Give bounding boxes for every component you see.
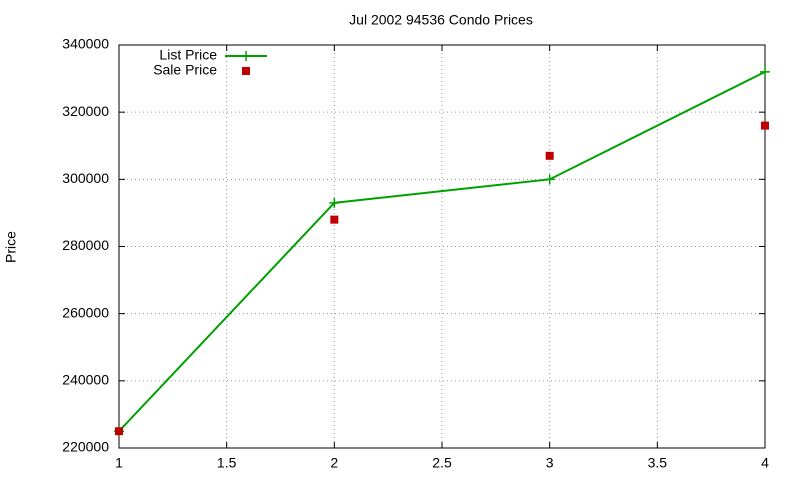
legend-swatch	[241, 51, 251, 61]
y-tick-label: 220000	[62, 439, 109, 455]
data-point	[545, 151, 554, 160]
y-tick-label: 300000	[62, 170, 109, 186]
data-point	[115, 427, 123, 436]
data-point	[761, 121, 769, 130]
legend-label: List Price	[159, 47, 217, 63]
x-tick-label: 3	[546, 455, 554, 471]
x-tick-label: 2.5	[432, 455, 452, 471]
legend-swatch	[242, 67, 250, 75]
x-tick-label: 1.5	[217, 455, 237, 471]
y-tick-label: 260000	[62, 304, 109, 320]
data-point	[329, 197, 340, 208]
y-axis-label: Price	[3, 231, 19, 263]
x-tick-label: 4	[761, 455, 769, 471]
y-tick-label: 340000	[62, 36, 109, 52]
x-tick-label: 2	[330, 455, 338, 471]
series-line	[118, 70, 766, 432]
y-tick-label: 240000	[62, 372, 109, 388]
chart-title: Jul 2002 94536 Condo Prices	[349, 12, 533, 28]
plot-border	[118, 44, 766, 449]
legend-label: Sale Price	[153, 62, 217, 78]
data-point	[330, 215, 339, 224]
data-point	[760, 66, 770, 77]
data-point	[544, 174, 555, 185]
x-tick-label: 1	[115, 455, 123, 471]
y-tick-label: 280000	[62, 237, 109, 253]
y-tick-label: 320000	[62, 103, 109, 119]
x-tick-label: 3.5	[648, 455, 668, 471]
